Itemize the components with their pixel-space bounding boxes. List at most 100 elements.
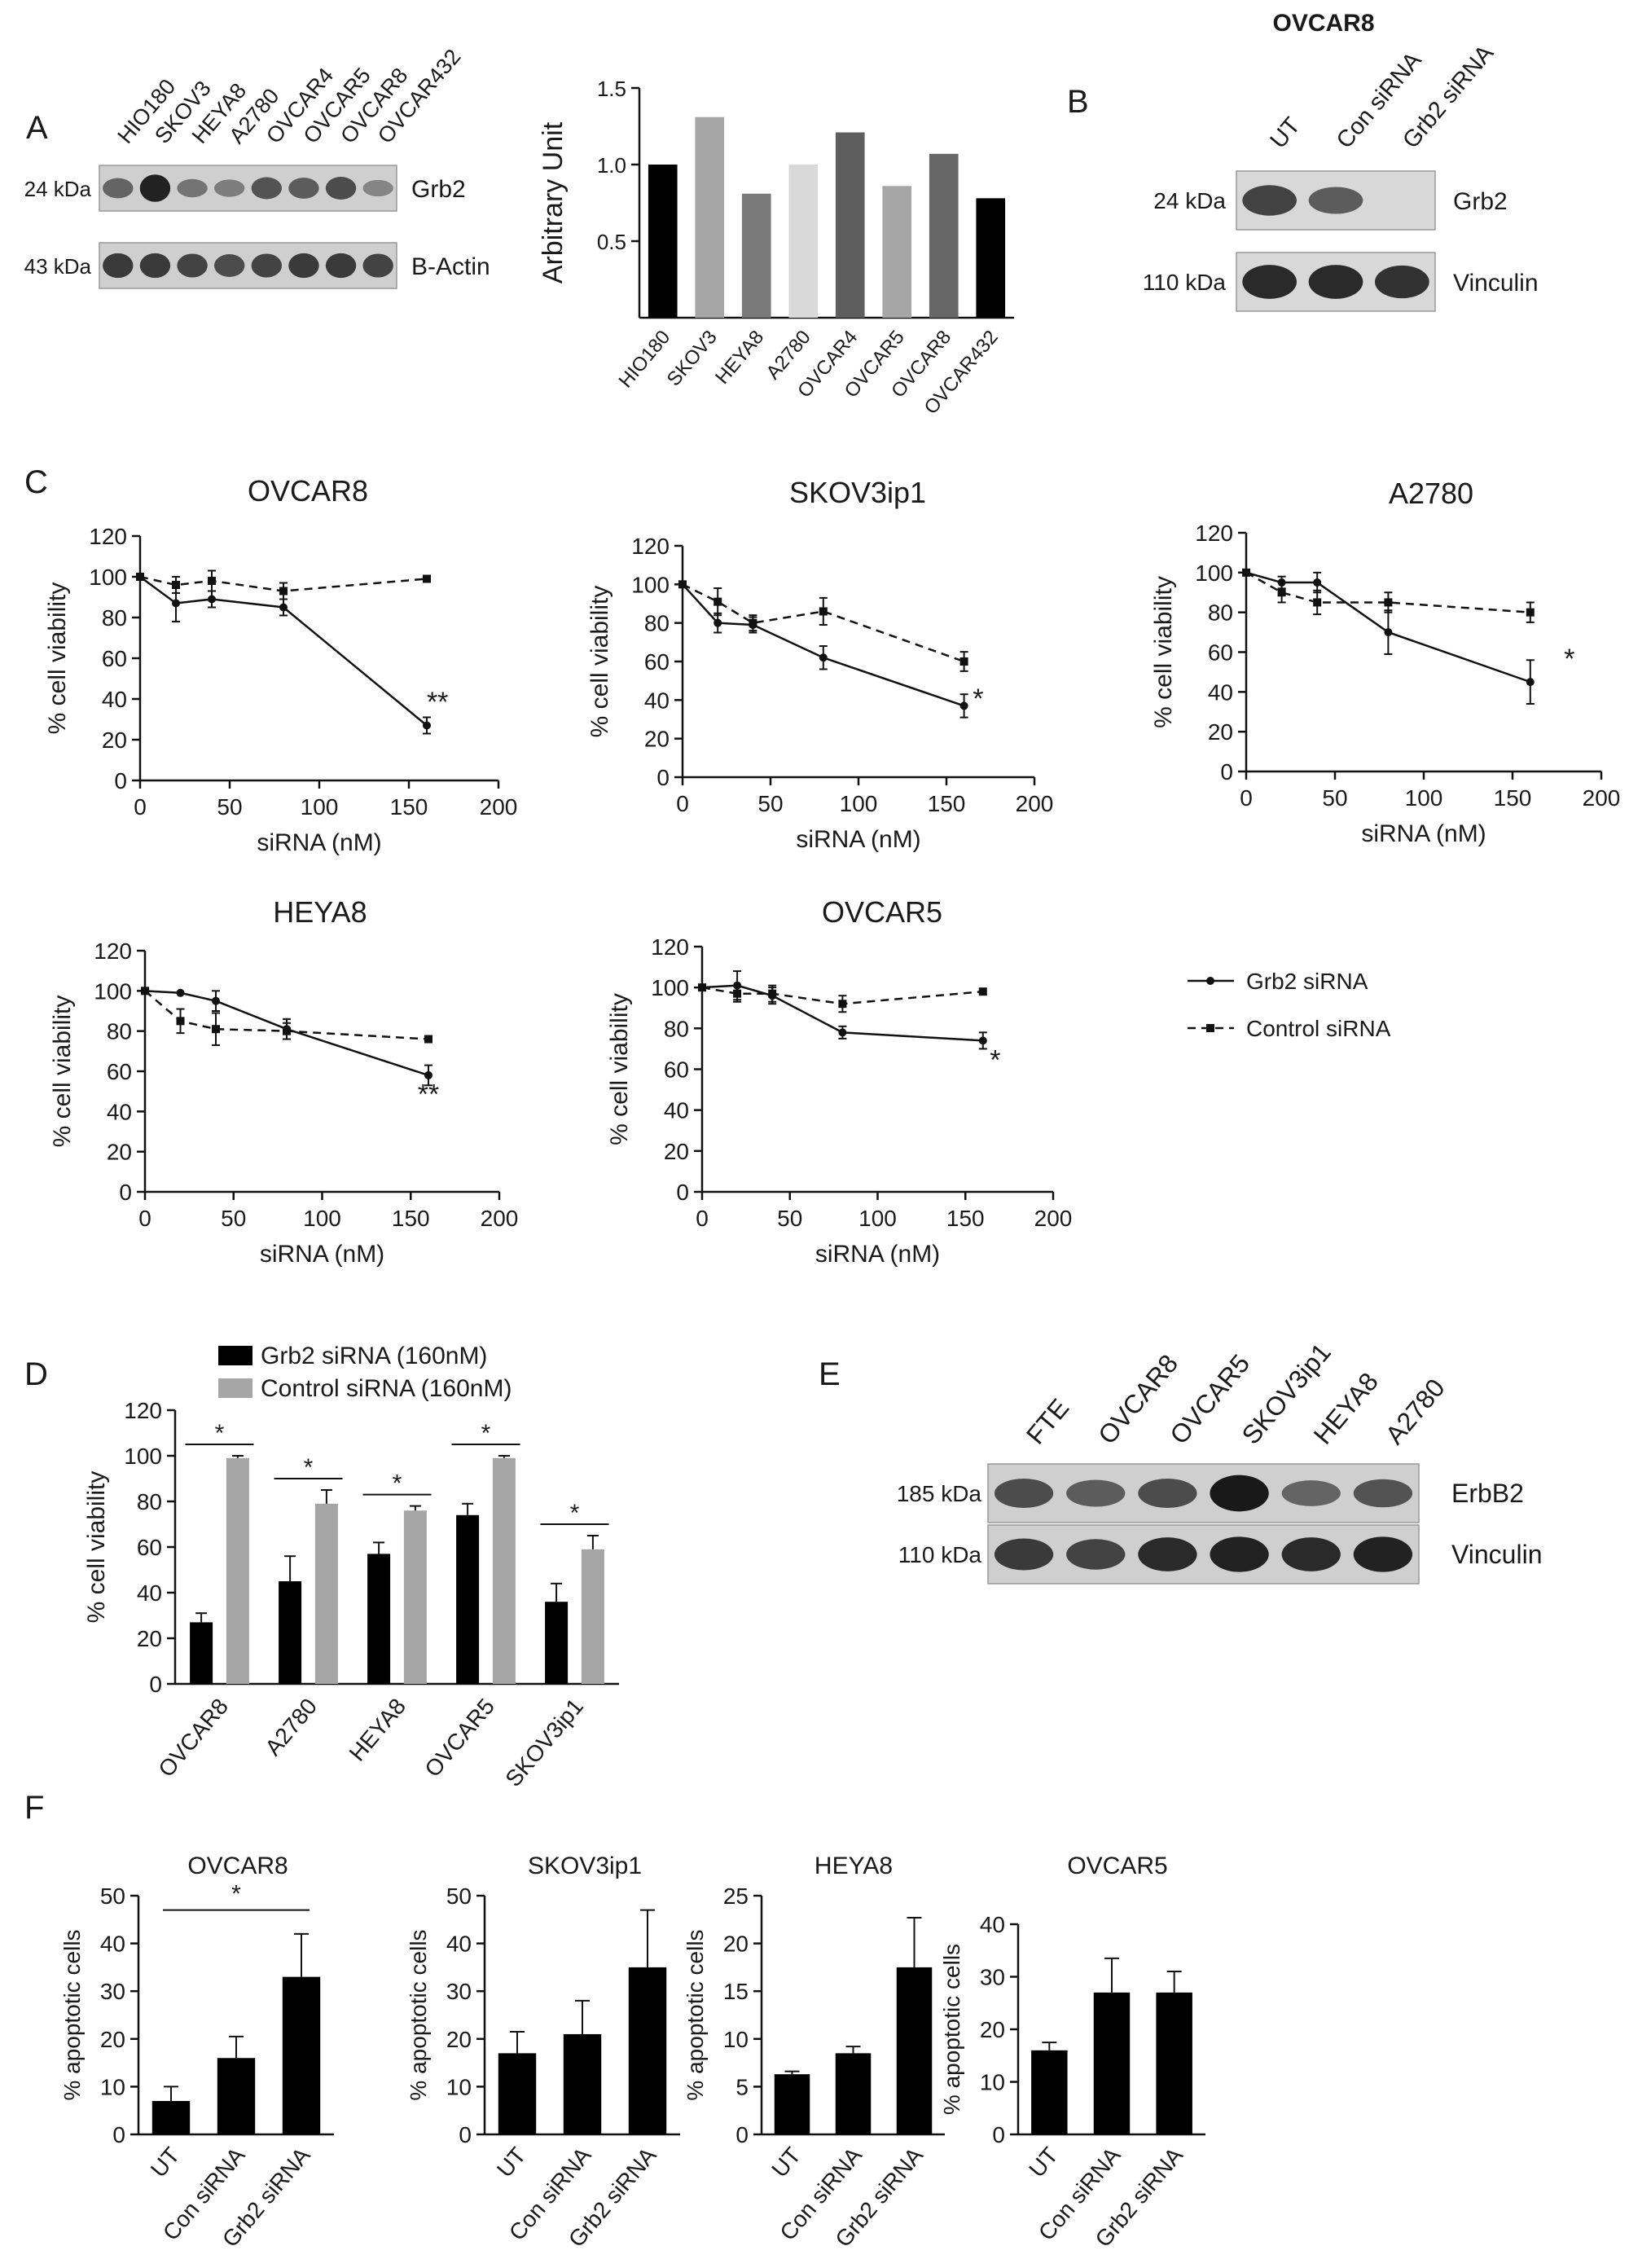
y-tick-label: 120 — [89, 524, 127, 549]
y-tick-label: 20 — [723, 1932, 749, 1957]
blot-band — [994, 1479, 1054, 1508]
y-tick-label: 80 — [1208, 600, 1233, 626]
y-tick-label: 0 — [114, 768, 127, 793]
y-tick-label: 30 — [100, 1979, 125, 2004]
significance-marker: * — [231, 1881, 241, 1908]
data-point — [1384, 598, 1393, 607]
data-point — [424, 1035, 432, 1044]
y-tick-label: 60 — [1208, 640, 1233, 666]
panel-label-f: F — [24, 1790, 44, 1826]
lane-label: FTE — [1021, 1393, 1074, 1449]
bar — [774, 2074, 810, 2134]
blot-band — [251, 177, 283, 200]
x-tick-label: 0 — [134, 794, 147, 820]
blot-row-vinculin: 110 kDa Vinculin — [898, 1524, 1542, 1585]
y-tick-label: 60 — [102, 646, 127, 671]
lane-label: UT — [1266, 112, 1306, 153]
data-point — [423, 721, 431, 730]
y-tick-label: 100 — [94, 978, 132, 1004]
significance-marker: * — [973, 683, 983, 714]
data-point — [959, 657, 968, 666]
y-tick-label: 25 — [723, 1883, 749, 1909]
x-tick-label: 100 — [858, 1206, 897, 1231]
y-tick-label: 20 — [980, 2017, 1005, 2042]
y-tick-label: 1.0 — [597, 153, 626, 178]
x-tick-label: UT — [1024, 2143, 1063, 2182]
y-tick-label: 0 — [656, 765, 670, 790]
blot-row-erbb2: 185 kDa ErbB2 — [897, 1463, 1524, 1523]
x-tick-label: 50 — [757, 791, 783, 816]
x-tick-label: 50 — [777, 1206, 802, 1231]
protein-label: Grb2 — [1453, 188, 1508, 215]
x-tick-label: 200 — [1016, 791, 1054, 816]
x-tick-label: 0 — [138, 1206, 151, 1231]
bar-grb2-sirna — [545, 1602, 569, 1684]
membrane-strip — [987, 1524, 1420, 1585]
x-tick-label: 200 — [1034, 1206, 1073, 1231]
molecular-weight-label: 110 kDa — [898, 1542, 982, 1567]
blot-row-grb2: 24 kDa Grb2 — [24, 165, 466, 212]
data-point — [838, 1000, 847, 1009]
y-tick-label: 120 — [631, 534, 670, 559]
data-point — [172, 581, 180, 589]
blot-band — [288, 253, 319, 279]
y-tick-label: 1.5 — [597, 77, 626, 101]
data-point — [1242, 568, 1250, 577]
x-tick-label: 100 — [301, 794, 339, 820]
line-chart-c-ovcar5: OVCAR5 0 20 40 60 80 100 120 % cell viability 0 50… — [606, 895, 1072, 1268]
y-tick-label: 100 — [124, 1444, 162, 1469]
protein-label: B-Actin — [411, 253, 490, 280]
y-axis-label: % apoptotic cells — [939, 1944, 964, 2115]
series-control-sirna — [698, 983, 987, 1013]
y-axis-label: % cell viability — [586, 586, 613, 738]
blot-band — [1210, 1475, 1269, 1512]
x-tick-label: UT — [766, 2143, 806, 2182]
blot-band — [994, 1538, 1054, 1571]
data-point — [819, 653, 828, 662]
significance-marker: * — [304, 1454, 314, 1481]
y-tick-label: 120 — [94, 938, 132, 964]
data-point — [1526, 678, 1535, 687]
y-tick-label: 60 — [664, 1057, 689, 1083]
data-point — [733, 989, 742, 998]
bar — [788, 165, 819, 318]
legend-marker — [1206, 1024, 1214, 1032]
legend-label: Grb2 siRNA (160nM) — [261, 1343, 487, 1369]
blot-band — [139, 174, 171, 202]
x-axis-label: siRNA (nM) — [796, 826, 920, 853]
y-tick-label: 80 — [664, 1016, 689, 1041]
significance-marker: * — [570, 1500, 580, 1527]
blot-band — [325, 177, 357, 200]
chart-title: OVCAR5 — [822, 895, 942, 929]
y-tick-label: 0 — [119, 1180, 132, 1205]
data-point — [212, 996, 220, 1005]
x-tick-label: 150 — [946, 1206, 985, 1231]
molecular-weight-label: 185 kDa — [897, 1481, 982, 1506]
molecular-weight-label: 43 kDa — [24, 254, 92, 279]
chart-d-cell-viability: 0 20 40 60 80 100 120 % cell viability * OVCAR8 * A… — [83, 1343, 619, 1791]
series-control-sirna — [1242, 568, 1535, 623]
y-axis-label: % apoptotic cells — [683, 1929, 708, 2100]
y-tick-label: 0 — [149, 1672, 162, 1697]
bar — [741, 193, 771, 318]
data-point — [1277, 588, 1286, 597]
blot-band — [139, 253, 171, 279]
protein-label: Grb2 — [411, 176, 466, 203]
y-tick-label: 0 — [992, 2122, 1005, 2147]
blot-band — [1138, 1537, 1197, 1571]
blot-band — [1138, 1479, 1197, 1508]
data-point — [283, 1026, 291, 1035]
x-tick-label: 150 — [928, 791, 966, 816]
y-tick-label: 100 — [651, 975, 689, 1000]
data-point — [208, 577, 216, 585]
protein-label: ErbB2 — [1451, 1479, 1524, 1508]
data-point — [1526, 608, 1535, 617]
series-control-sirna — [678, 580, 968, 672]
blot-band — [325, 253, 357, 279]
y-tick-label: 0 — [676, 1180, 689, 1205]
bar-control-sirna — [226, 1457, 249, 1684]
bar — [835, 2053, 872, 2134]
